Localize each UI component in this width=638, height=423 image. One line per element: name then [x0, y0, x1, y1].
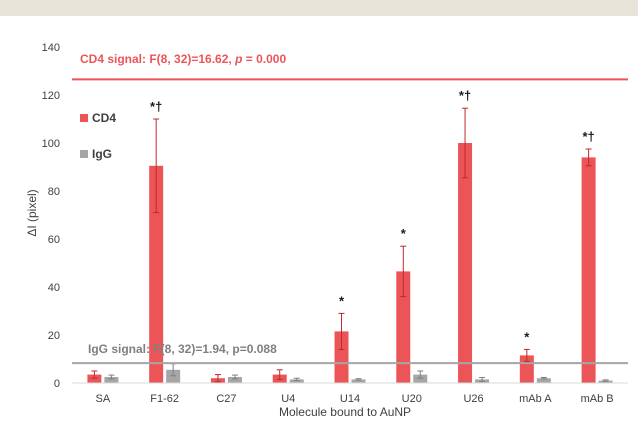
bar-igg	[413, 374, 428, 383]
reference-lines	[72, 78, 628, 365]
bar-cd4	[149, 165, 164, 383]
legend-label-cd4: CD4	[92, 111, 116, 125]
legend: CD4 IgG	[80, 111, 116, 161]
bar-igg	[227, 377, 242, 383]
significance-marker: *†	[150, 99, 162, 114]
x-tick-label: U26	[463, 393, 483, 405]
cd4-signal-label: CD4 signal: F(8, 32)=16.62, p = 0.000	[80, 52, 286, 66]
significance-marker: *†	[459, 88, 471, 103]
y-tick-label: 140	[42, 42, 60, 54]
x-tick-label: C27	[216, 393, 236, 405]
y-tick-label: 40	[48, 282, 60, 294]
bars: *† * * *† * *†	[87, 88, 613, 383]
bar-igg	[104, 377, 119, 383]
x-tick-label: mAb A	[519, 393, 552, 405]
significance-marker: *†	[582, 129, 594, 144]
y-tick-label: 100	[42, 138, 60, 150]
x-axis-title: Molecule bound to AuNP	[279, 405, 411, 419]
significance-marker: *	[401, 226, 407, 241]
y-tick-label: 20	[48, 330, 60, 342]
bar-igg	[351, 379, 366, 383]
x-tick-label: U20	[402, 393, 422, 405]
top-bar	[0, 0, 638, 16]
bar-igg	[289, 379, 304, 383]
y-tick-label: 80	[48, 186, 60, 198]
y-tick-label: 0	[54, 378, 60, 390]
bar-cd4	[458, 143, 473, 383]
bar-cd4	[334, 331, 349, 383]
x-tick-label: mAb B	[581, 393, 614, 405]
x-tick-label: SA	[96, 393, 111, 405]
bar-cd4	[87, 374, 102, 383]
y-tick-label: 120	[42, 90, 60, 102]
x-tick-label: U14	[340, 393, 360, 405]
y-axis-title: ΔI (pixel)	[25, 189, 39, 236]
bar-igg	[536, 378, 551, 383]
y-axis-ticks: 0 20 40 60 80 100 120 140	[42, 42, 60, 390]
x-tick-label: U4	[281, 393, 295, 405]
legend-swatch-igg	[80, 150, 88, 158]
bar-cd4	[581, 157, 596, 383]
y-tick-label: 60	[48, 234, 60, 246]
significance-marker: *	[524, 329, 530, 344]
x-axis-ticks: SA F1-62 C27 U4 U14 U20 U26 mAb A mAb B	[96, 393, 614, 405]
bar-igg	[166, 369, 181, 383]
legend-swatch-cd4	[80, 114, 88, 122]
bar-cd4	[396, 271, 411, 383]
x-tick-label: F1-62	[150, 393, 179, 405]
igg-signal-label: IgG signal: F(8, 32)=1.94, p=0.088	[88, 342, 277, 356]
legend-label-igg: IgG	[92, 147, 112, 161]
significance-marker: *	[339, 293, 345, 308]
